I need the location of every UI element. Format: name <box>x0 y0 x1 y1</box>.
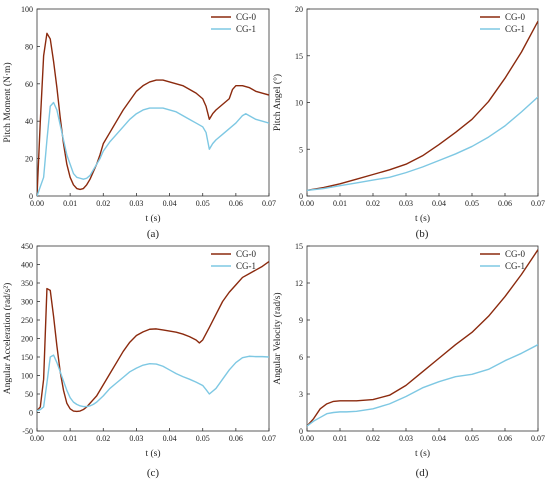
x-tick-label: 0.02 <box>366 434 380 443</box>
plot-frame <box>36 245 270 432</box>
plot-frame <box>306 245 539 432</box>
x-tick-label: 0.05 <box>465 434 479 443</box>
y-tick-label: 300 <box>21 298 33 307</box>
x-tick-label: 0.06 <box>498 434 512 443</box>
y-tick-label: 40 <box>25 117 33 126</box>
series-line-cg-0 <box>37 32 269 196</box>
series-line-cg-0 <box>37 260 269 413</box>
y-tick-label: 450 <box>21 242 33 251</box>
x-tick-label: 0.04 <box>432 434 446 443</box>
y-tick-label: 20 <box>295 5 303 14</box>
y-tick-label: 6 <box>299 353 303 362</box>
legend-label: CG-0 <box>505 249 525 259</box>
x-tick-label: 0.03 <box>129 434 143 443</box>
x-tick-label: 0.06 <box>229 434 243 443</box>
x-axis-label: t (s) <box>415 448 430 459</box>
series-line-cg-1 <box>307 96 538 192</box>
x-tick-label: 0.04 <box>163 199 177 208</box>
x-tick-label: 0.06 <box>498 199 512 208</box>
y-axis-label: Pitch Moment (N·m) <box>2 62 13 142</box>
x-tick-label: 0.04 <box>432 199 446 208</box>
x-tick-label: 0.01 <box>333 434 347 443</box>
x-tick-label: 0.05 <box>196 199 210 208</box>
y-tick-label: 60 <box>25 80 33 89</box>
panel-label: (d) <box>416 467 429 479</box>
y-tick-label: 50 <box>25 390 33 399</box>
x-tick-label: 0.00 <box>30 199 44 208</box>
panel-label: (c) <box>147 467 160 479</box>
x-tick-label: 0.07 <box>531 199 545 208</box>
legend-label: CG-1 <box>505 261 525 271</box>
x-tick-label: 0.03 <box>129 199 143 208</box>
x-axis-label: t (s) <box>145 213 160 224</box>
y-tick-label: 250 <box>21 316 33 325</box>
y-tick-label: 0 <box>29 192 33 201</box>
x-tick-label: 0.01 <box>63 199 77 208</box>
panel-label: (a) <box>147 228 160 240</box>
legend-label: CG-0 <box>236 249 256 259</box>
x-tick-label: 0.03 <box>399 199 413 208</box>
y-tick-label: 15 <box>295 52 303 61</box>
y-tick-label: 400 <box>21 261 33 270</box>
y-tick-label: 3 <box>299 390 303 399</box>
series-line-cg-1 <box>307 344 538 427</box>
x-tick-label: 0.01 <box>333 199 347 208</box>
chart-panel-c: 0.00 0.01 0.02 0.03 0.04 0.05 0.06 0.07 -50 0 50 10… <box>2 242 276 479</box>
x-tick-label: 0.02 <box>96 434 110 443</box>
x-tick-label: 0.07 <box>531 434 545 443</box>
x-tick-label: 0.00 <box>300 199 314 208</box>
x-tick-label: 0.01 <box>63 434 77 443</box>
series-line-cg-0 <box>307 20 538 192</box>
y-tick-label: 150 <box>21 353 33 362</box>
y-tick-label: 100 <box>21 372 33 381</box>
x-tick-label: 0.02 <box>96 199 110 208</box>
y-tick-label: 5 <box>299 145 303 154</box>
series-line-cg-1 <box>37 354 269 412</box>
y-tick-label: 10 <box>295 99 303 108</box>
y-tick-label: 350 <box>21 279 33 288</box>
plot-frame <box>306 8 539 197</box>
plot-frame <box>36 8 270 197</box>
x-tick-label: 0.05 <box>196 434 210 443</box>
x-tick-label: 0.04 <box>163 434 177 443</box>
legend-label: CG-1 <box>505 24 525 34</box>
panel-label: (b) <box>416 228 429 240</box>
y-tick-label: 0 <box>299 427 303 436</box>
legend-label: CG-1 <box>236 261 256 271</box>
y-tick-label: 200 <box>21 335 33 344</box>
y-tick-label: 20 <box>25 155 33 164</box>
x-tick-label: 0.07 <box>262 434 276 443</box>
legend-label: CG-1 <box>236 24 256 34</box>
y-tick-label: 9 <box>299 316 303 325</box>
y-tick-label: 0 <box>299 192 303 201</box>
x-tick-label: 0.05 <box>465 199 479 208</box>
y-axis-label: Angular Acceleration (rad/s²) <box>2 283 13 395</box>
x-axis-label: t (s) <box>145 448 160 459</box>
x-tick-label: 0.02 <box>366 199 380 208</box>
x-tick-label: 0.06 <box>229 199 243 208</box>
y-tick-label: -50 <box>22 427 33 436</box>
y-axis-label: Angular Velocity (rad/s) <box>272 292 283 384</box>
y-tick-label: 12 <box>295 279 303 288</box>
legend-label: CG-0 <box>236 12 256 22</box>
chart-panel-a: 0.00 0.01 0.02 0.03 0.04 0.05 0.06 0.07 0 20 40 60 8… <box>2 5 276 240</box>
chart-panel-b: 0.00 0.01 0.02 0.03 0.04 0.05 0.06 0.07 0 5 10 15 20… <box>272 5 545 240</box>
y-tick-label: 0 <box>29 409 33 418</box>
y-tick-label: 100 <box>21 5 33 14</box>
x-tick-label: 0.07 <box>262 199 276 208</box>
y-tick-label: 80 <box>25 42 33 51</box>
x-tick-label: 0.00 <box>300 434 314 443</box>
series-line-cg-1 <box>37 101 269 196</box>
x-tick-label: 0.03 <box>399 434 413 443</box>
chart-panel-d: 0.00 0.01 0.02 0.03 0.04 0.05 0.06 0.07 0 3 6 9 12 15… <box>272 242 545 479</box>
x-axis-label: t (s) <box>415 213 430 224</box>
y-tick-label: 15 <box>295 242 303 251</box>
x-tick-label: 0.00 <box>30 434 44 443</box>
series-line-cg-0 <box>307 249 538 427</box>
y-axis-label: Pitch Angel (°) <box>272 74 283 131</box>
legend-label: CG-0 <box>505 12 525 22</box>
